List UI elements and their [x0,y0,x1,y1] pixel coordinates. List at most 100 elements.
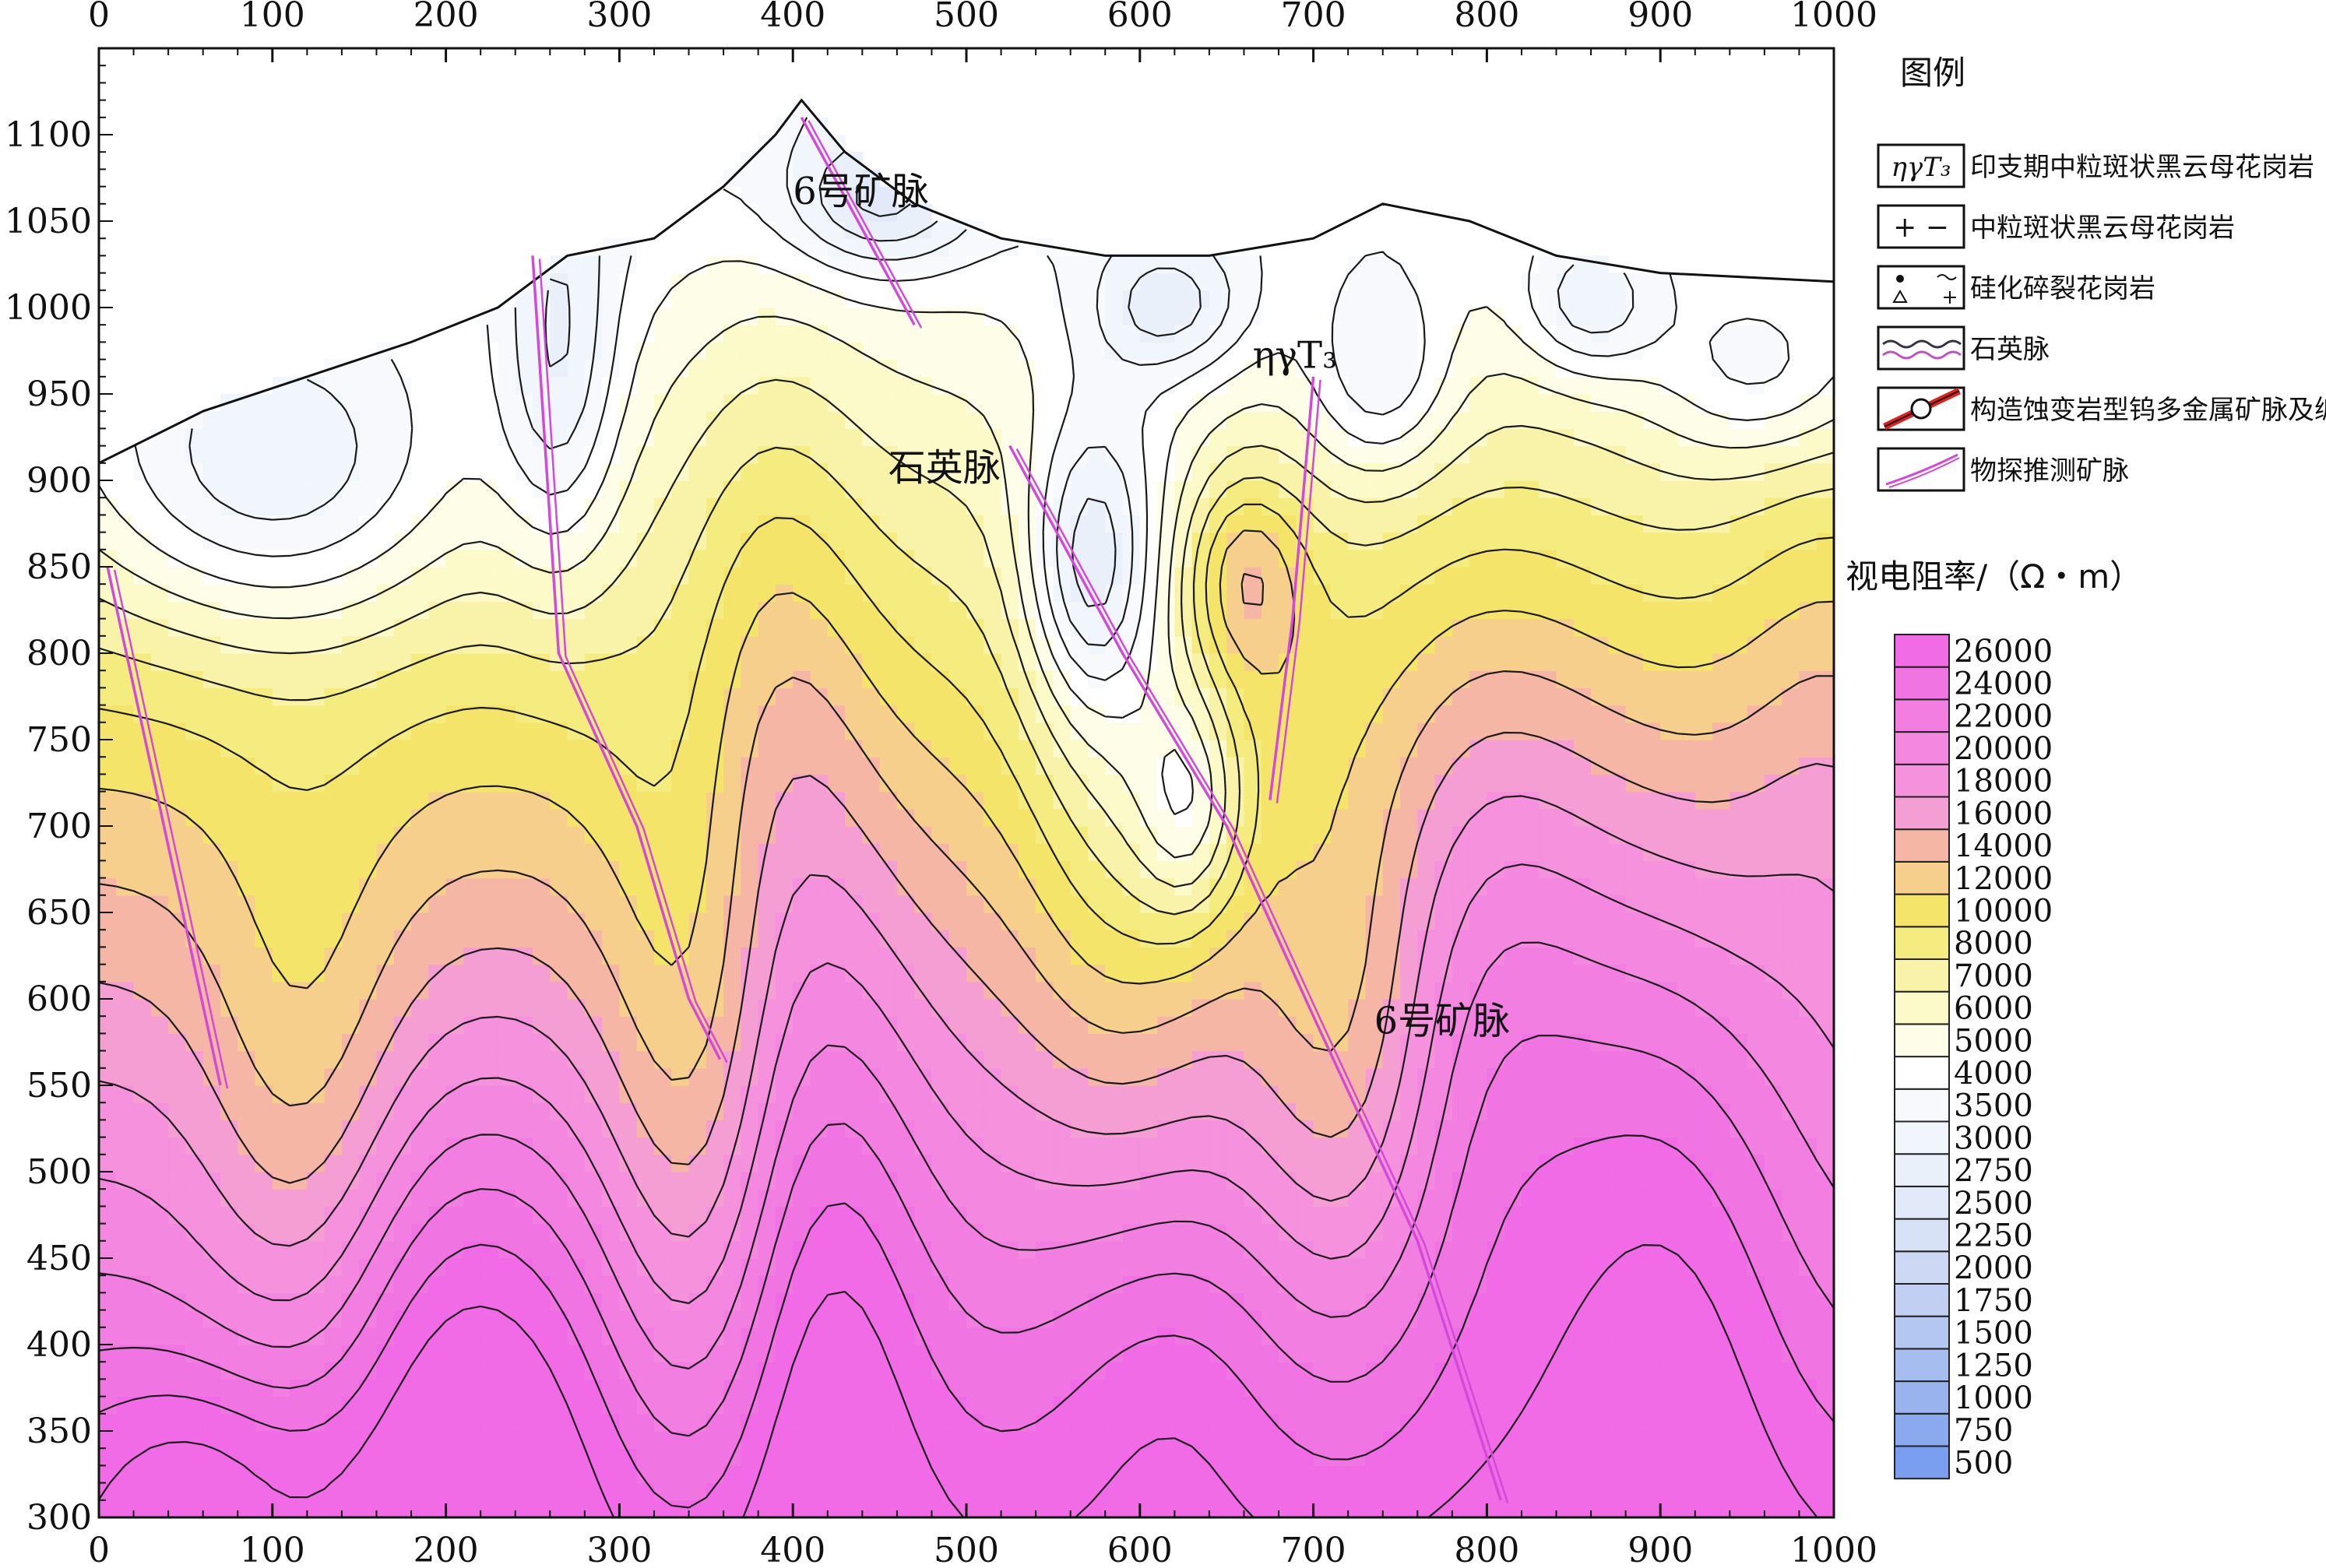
contour-cell [1070,497,1089,515]
contour-cell [533,895,551,913]
contour-cell [758,1482,776,1501]
contour-cell [533,1154,551,1172]
contour-cell [862,999,881,1017]
contour-cell [498,325,516,343]
contour-cell [1157,1345,1175,1362]
contour-cell [775,1258,794,1276]
contour-cell [290,1345,308,1362]
contour-cell [445,1431,464,1449]
contour-cell [1070,877,1089,896]
contour-cell [428,462,447,481]
contour-cell [914,1275,933,1293]
contour-cell [238,1431,256,1449]
contour-cell [376,1499,395,1517]
contour-cell [1209,567,1227,585]
contour-cell [99,1345,117,1362]
contour-cell [827,1327,846,1345]
contour-cell [1088,964,1106,983]
contour-cell [654,1240,672,1259]
contour-cell [896,203,915,222]
contour-cell [706,1137,724,1155]
contour-cell [775,238,794,256]
contour-cell [428,757,447,775]
contour-cell [1279,1345,1297,1362]
contour-cell [1279,1379,1297,1397]
contour-cell [914,238,933,256]
contour-cell [515,635,533,654]
contour-cell [428,1172,447,1190]
contour-cell [307,774,325,793]
contour-cell [480,1431,499,1449]
contour-cell [602,930,620,947]
contour-cell [984,1482,1002,1501]
contour-cell [445,1258,464,1276]
contour-cell [238,532,256,550]
contour-cell [948,238,967,256]
contour-cell [636,722,655,740]
contour-cell [359,1120,378,1138]
contour-cell [723,515,741,533]
contour-cell [463,1292,481,1311]
contour-cell [1261,705,1279,723]
contour-cell [810,1120,829,1138]
contour-cell [376,1240,395,1259]
contour-cell [810,497,829,515]
contour-cell [793,255,811,274]
contour-cell [1296,1379,1314,1397]
contour-cell [1244,549,1262,568]
contour-cell [896,1258,915,1276]
contour-cell [723,912,741,930]
contour-cell [324,445,343,464]
contour-cell [498,860,516,879]
contour-cell [290,1327,308,1345]
contour-cell [1001,1465,1019,1484]
contour-cell [1122,1465,1141,1484]
contour-cell [1088,895,1106,913]
contour-cell [1209,1120,1227,1138]
contour-cell [723,394,741,412]
contour-cell [185,757,204,775]
contour-cell [150,981,169,1000]
contour-cell [150,1189,169,1207]
contour-cell [445,1345,464,1362]
contour-cell [116,1137,135,1155]
contour-cell [359,1413,378,1432]
contour-cell [307,999,325,1017]
contour-cell [533,411,551,429]
contour-cell [515,532,533,550]
contour-cell [168,1413,186,1432]
contour-cell [220,1154,238,1172]
contour-cell [290,895,308,913]
contour-cell [793,1379,811,1397]
contour-cell [290,462,308,481]
contour-cell [879,515,898,533]
contour-cell [862,549,881,568]
contour-cell [706,687,724,706]
contour-cell [1018,1379,1036,1397]
contour-cell [619,255,638,274]
contour-cell [185,1258,204,1276]
contour-cell [1070,601,1089,620]
contour-cell [845,186,863,205]
contour-cell [463,791,481,810]
contour-cell [619,272,638,291]
contour-cell [931,635,950,654]
contour-cell [99,1033,117,1052]
contour-cell [584,947,603,965]
contour-cell [393,705,412,723]
contour-cell [966,722,984,740]
contour-cell [1261,1379,1279,1397]
contour-cell [584,999,603,1017]
contour-cell [359,567,378,585]
contour-cell [1088,774,1106,793]
contour-cell [896,1016,915,1034]
contour-cell [1157,1379,1175,1397]
contour-cell [411,999,429,1017]
contour-cell [879,342,898,360]
contour-cell [706,1085,724,1103]
contour-cell [1053,877,1072,896]
contour-cell [793,584,811,602]
contour-cell [862,1396,881,1415]
contour-cell [99,1189,117,1207]
contour-cell [1191,1327,1210,1345]
